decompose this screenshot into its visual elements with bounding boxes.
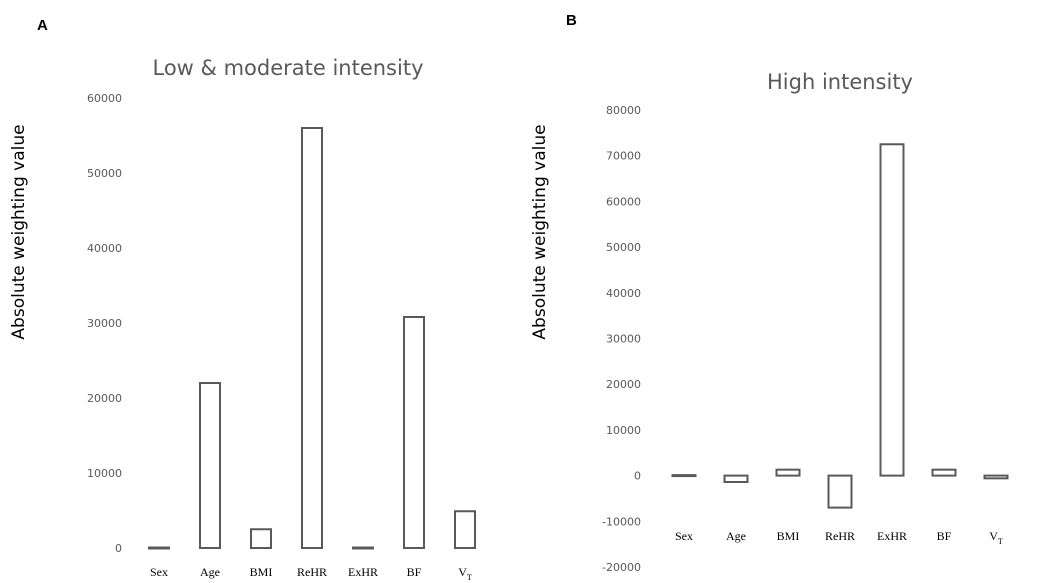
chart-high: High intensity Absolute weighting value … [530, 70, 1009, 574]
chart-b-ytick-label: 60000 [606, 195, 641, 208]
chart-b-ytick-label: 40000 [606, 287, 641, 300]
chart-b-bar-exhr [879, 143, 905, 477]
chart-a-category-label: Age [200, 565, 220, 579]
chart-b-title: High intensity [767, 70, 913, 94]
chart-a-bar-exhr [352, 546, 374, 550]
chart-b-category-label: Age [726, 529, 746, 543]
chart-a-ytick-label: 40000 [87, 242, 122, 255]
chart-b-bar-rehr [827, 474, 853, 509]
chart-a-bar-age [199, 382, 221, 549]
panel-b-letter: B [566, 12, 577, 29]
chart-a-bar-bf [403, 316, 425, 549]
chart-b-ytick-label: -10000 [602, 515, 641, 528]
chart-b-category-label: ReHR [825, 529, 855, 543]
chart-b-category-label: ExHR [877, 529, 907, 543]
chart-b-ytick-label: 10000 [606, 424, 641, 437]
chart-a-category-label: ExHR [348, 565, 378, 579]
chart-b-ylabel: Absolute weighting value [530, 124, 550, 339]
chart-b-ytick-label: 0 [634, 470, 641, 483]
chart-a-ytick-label: 60000 [87, 92, 122, 105]
chart-a-category-label: VT [458, 565, 472, 582]
panel-a-letter: A [37, 17, 48, 34]
chart-a-bar-rehr [301, 127, 323, 549]
chart-b-category-label: BMI [777, 529, 800, 543]
chart-a-title: Low & moderate intensity [152, 56, 423, 80]
chart-b-ytick-label: 80000 [606, 104, 641, 117]
chart-low-moderate: Low & moderate intensity Absolute weight… [9, 56, 476, 582]
chart-b-ytick-label: -20000 [602, 561, 641, 574]
chart-a-category-label: Sex [150, 565, 168, 579]
chart-a-bar-vt [454, 510, 476, 549]
chart-a-ytick-label: 20000 [87, 392, 122, 405]
chart-b-bar-bmi [775, 468, 801, 477]
chart-b-ytick-label: 20000 [606, 378, 641, 391]
chart-b-ytick-label: 30000 [606, 333, 641, 346]
chart-b-bar-bf [931, 468, 957, 477]
chart-a-ytick-label: 50000 [87, 167, 122, 180]
chart-b-bar-sex [671, 474, 697, 478]
chart-b-category-label: VT [989, 529, 1003, 546]
chart-b-ytick-label: 70000 [606, 150, 641, 163]
chart-b-category-label: BF [937, 529, 952, 543]
chart-b-bar-vt [983, 474, 1009, 480]
chart-a-ytick-label: 0 [115, 542, 122, 555]
chart-a-category-label: BF [407, 565, 422, 579]
chart-b-ytick-label: 50000 [606, 241, 641, 254]
chart-a-bar-bmi [250, 528, 272, 549]
chart-b-category-label: Sex [675, 529, 693, 543]
chart-b-bar-age [723, 474, 749, 483]
chart-a-ylabel: Absolute weighting value [9, 124, 29, 339]
chart-a-ytick-label: 30000 [87, 317, 122, 330]
chart-a-category-label: BMI [250, 565, 273, 579]
chart-a-bar-sex [148, 546, 170, 550]
chart-a-ytick-label: 10000 [87, 467, 122, 480]
chart-a-category-label: ReHR [297, 565, 327, 579]
